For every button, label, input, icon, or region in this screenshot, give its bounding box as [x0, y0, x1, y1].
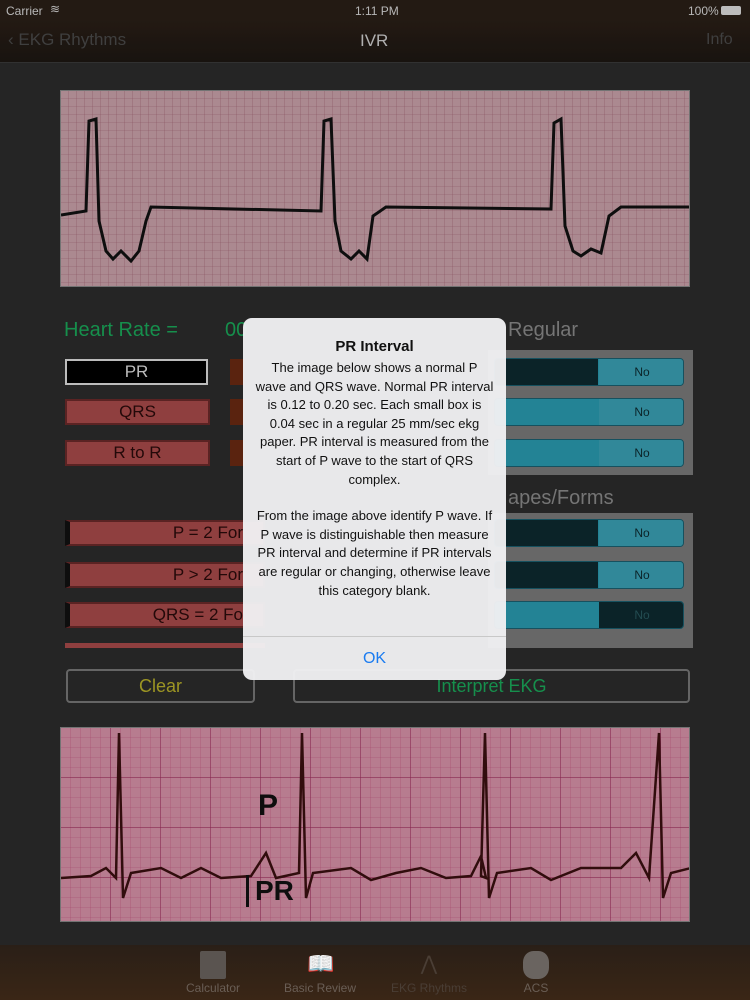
tab-label: EKG Rhythms	[390, 981, 468, 995]
status-bar: Carrier ≋ 1:11 PM 100%	[0, 0, 750, 20]
reference-strip-image	[60, 727, 690, 922]
pr-button[interactable]: PR	[65, 359, 208, 385]
r-to-r-value-field[interactable]	[230, 440, 245, 466]
toggle-label: No	[599, 359, 683, 385]
time: 1:11 PM	[355, 4, 399, 18]
ekg-strip-rhythm	[60, 90, 690, 287]
ekg-reference-strip: P PR	[60, 727, 690, 922]
calculator-icon	[200, 951, 226, 979]
ekg-trace	[61, 732, 689, 899]
tab-calculator[interactable]: Calculator	[163, 945, 263, 1000]
book-icon: 📖	[307, 951, 335, 976]
ok-button[interactable]: OK	[362, 650, 387, 667]
clear-button[interactable]: Clear	[66, 669, 255, 703]
tab-acs[interactable]: ACS	[486, 945, 586, 1000]
partial-row	[65, 643, 265, 648]
alert-title: PR Interval	[335, 338, 414, 355]
regular-toggle-pr[interactable]: No	[494, 358, 684, 386]
shapes-header: apes/Forms	[508, 487, 614, 509]
battery-icon	[721, 6, 741, 15]
toggle-label: No	[599, 440, 683, 466]
pr-interval-label: PR	[246, 875, 294, 907]
shapes-toggle-2[interactable]: No	[494, 561, 684, 589]
shapes-toggle-3[interactable]: No	[494, 601, 684, 629]
back-label: EKG Rhythms	[18, 30, 127, 49]
regular-header: Regular	[508, 319, 579, 341]
ekg-icon: ⋀	[420, 953, 438, 975]
tab-basic-review[interactable]: 📖 Basic Review	[270, 945, 370, 1000]
toggle-label: No	[599, 562, 683, 588]
info-button[interactable]: Info	[706, 31, 733, 48]
tab-bar: Calculator 📖 Basic Review ⋀ EKG Rhythms AC…	[0, 945, 750, 1000]
p-wave-label: P	[258, 789, 279, 822]
heart-rate-value: 00	[225, 319, 248, 341]
r-to-r-button[interactable]: R to R	[65, 440, 210, 466]
page-title: IVR	[360, 31, 389, 50]
toggle-label: No	[599, 520, 683, 546]
alert-body-1: The image below shows a normal P wave an…	[255, 360, 494, 487]
toggle-label: No	[599, 602, 683, 628]
carrier: Carrier	[6, 4, 43, 18]
p-2-forms-button[interactable]: P = 2 For	[65, 520, 265, 546]
qrs-button[interactable]: QRS	[65, 399, 210, 425]
wifi-icon: ≋	[50, 2, 61, 16]
battery-percent: 100%	[688, 4, 719, 18]
tab-ekg-rhythms[interactable]: ⋀ EKG Rhythms	[379, 945, 479, 1000]
p-gt-2-forms-button[interactable]: P > 2 For	[65, 562, 265, 588]
nav-bar: ‹ EKG Rhythms IVR Info	[0, 20, 750, 63]
pr-interval-alert: PR Interval The image below shows a norm…	[243, 318, 506, 680]
ekg-trace	[61, 116, 689, 264]
tab-label: ACS	[523, 981, 549, 995]
toggle-label: No	[599, 399, 683, 425]
tab-label: Calculator	[185, 981, 241, 995]
tab-label: Basic Review	[283, 981, 357, 995]
shapes-toggle-1[interactable]: No	[494, 519, 684, 547]
heart-icon	[523, 951, 549, 979]
alert-body-2: From the image above identify P wave. If…	[256, 508, 493, 598]
qrs-2-forms-button[interactable]: QRS = 2 Fo	[65, 602, 265, 628]
heart-rate-label: Heart Rate =	[64, 319, 178, 341]
back-button[interactable]: ‹ EKG Rhythms	[8, 30, 127, 49]
qrs-value-field[interactable]	[230, 399, 245, 425]
pr-value-field[interactable]	[230, 359, 245, 385]
